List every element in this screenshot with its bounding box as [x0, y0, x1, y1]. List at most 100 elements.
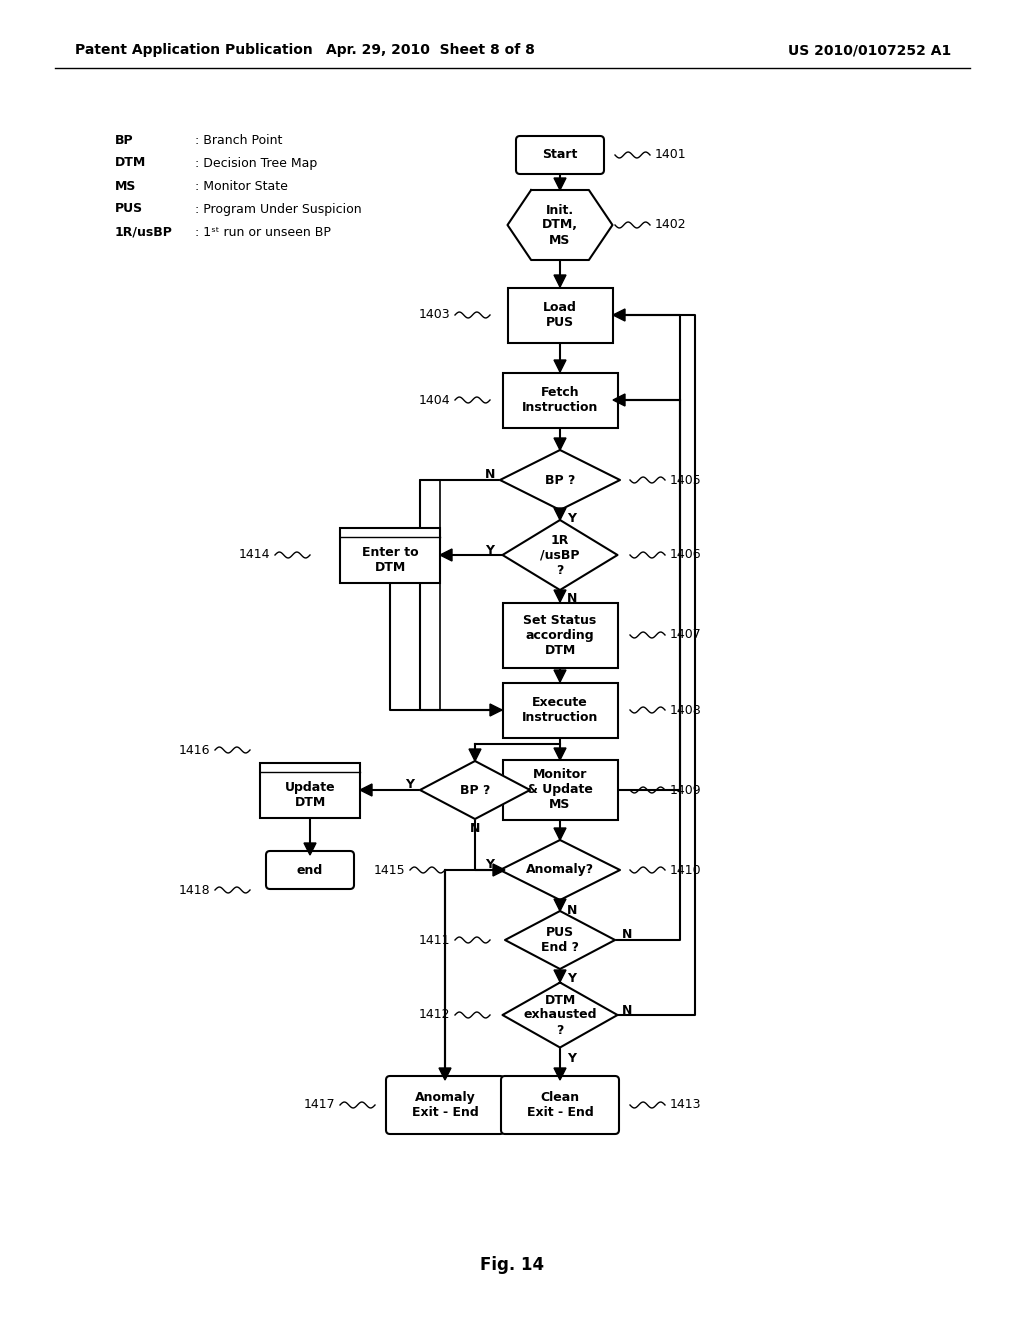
Text: : Branch Point: : Branch Point: [195, 133, 283, 147]
Text: 1415: 1415: [374, 863, 406, 876]
Text: N: N: [484, 469, 496, 482]
Polygon shape: [554, 671, 566, 682]
Text: Monitor
& Update
MS: Monitor & Update MS: [527, 768, 593, 812]
Text: Load
PUS: Load PUS: [543, 301, 577, 329]
Polygon shape: [554, 178, 566, 190]
Text: 1407: 1407: [670, 628, 701, 642]
Text: Init.
DTM,
MS: Init. DTM, MS: [542, 203, 578, 247]
Text: 1409: 1409: [670, 784, 701, 796]
Bar: [508, 288, 612, 342]
Text: N: N: [622, 1003, 632, 1016]
Text: DTM
exhausted
?: DTM exhausted ?: [523, 994, 597, 1036]
Bar: [420, 480, 440, 710]
Text: 1R
/usBP
?: 1R /usBP ?: [541, 533, 580, 577]
Text: 1416: 1416: [178, 743, 210, 756]
Text: DTM: DTM: [115, 157, 146, 169]
Text: 1410: 1410: [670, 863, 701, 876]
Polygon shape: [613, 393, 625, 407]
Polygon shape: [554, 828, 566, 840]
Text: : Monitor State: : Monitor State: [195, 180, 288, 193]
Bar: [503, 760, 617, 820]
Text: 1411: 1411: [419, 933, 450, 946]
Text: Fig. 14: Fig. 14: [480, 1257, 544, 1274]
Text: Execute
Instruction: Execute Instruction: [522, 696, 598, 723]
Text: : Program Under Suspicion: : Program Under Suspicion: [195, 202, 361, 215]
Text: 1404: 1404: [419, 393, 450, 407]
Text: : Decision Tree Map: : Decision Tree Map: [195, 157, 317, 169]
Text: PUS: PUS: [115, 202, 143, 215]
Polygon shape: [613, 309, 625, 321]
Text: 1R/usBP: 1R/usBP: [115, 226, 173, 239]
Text: BP ?: BP ?: [460, 784, 490, 796]
Bar: [503, 682, 617, 738]
Text: Y: Y: [485, 544, 495, 557]
Polygon shape: [490, 704, 502, 715]
Bar: [260, 763, 360, 817]
Polygon shape: [503, 982, 617, 1048]
Text: 1418: 1418: [178, 883, 210, 896]
FancyBboxPatch shape: [266, 851, 354, 888]
Polygon shape: [503, 520, 617, 590]
Polygon shape: [554, 899, 566, 911]
Polygon shape: [439, 1068, 451, 1080]
Polygon shape: [508, 190, 612, 260]
Text: Clean
Exit - End: Clean Exit - End: [526, 1092, 593, 1119]
Polygon shape: [554, 438, 566, 450]
Text: Y: Y: [567, 972, 577, 985]
Text: 1405: 1405: [670, 474, 701, 487]
Text: Y: Y: [567, 1052, 577, 1064]
Text: 1414: 1414: [239, 549, 270, 561]
Text: 1417: 1417: [303, 1098, 335, 1111]
Text: Anomaly
Exit - End: Anomaly Exit - End: [412, 1092, 478, 1119]
Text: N: N: [567, 593, 578, 606]
Polygon shape: [304, 843, 316, 855]
Text: Set Status
according
DTM: Set Status according DTM: [523, 614, 597, 656]
Text: end: end: [297, 863, 324, 876]
Bar: [340, 528, 440, 582]
Polygon shape: [554, 748, 566, 760]
Text: 1402: 1402: [655, 219, 687, 231]
Text: Update
DTM: Update DTM: [285, 781, 335, 809]
Text: Y: Y: [567, 511, 577, 524]
Text: US 2010/0107252 A1: US 2010/0107252 A1: [788, 44, 951, 57]
Bar: [503, 372, 617, 428]
Text: Y: Y: [406, 779, 415, 792]
Text: BP ?: BP ?: [545, 474, 575, 487]
Text: Start: Start: [543, 149, 578, 161]
Text: 1401: 1401: [655, 149, 687, 161]
Text: 1406: 1406: [670, 549, 701, 561]
Polygon shape: [420, 762, 530, 818]
Polygon shape: [500, 840, 620, 900]
Polygon shape: [554, 275, 566, 286]
Polygon shape: [440, 549, 452, 561]
Polygon shape: [500, 450, 620, 510]
Polygon shape: [554, 508, 566, 520]
Bar: [503, 602, 617, 668]
Polygon shape: [554, 970, 566, 982]
Polygon shape: [493, 865, 505, 876]
Polygon shape: [554, 360, 566, 372]
Text: N: N: [567, 903, 578, 916]
FancyBboxPatch shape: [516, 136, 604, 174]
Text: 1408: 1408: [670, 704, 701, 717]
Text: 1413: 1413: [670, 1098, 701, 1111]
Text: BP: BP: [115, 133, 133, 147]
Polygon shape: [554, 590, 566, 602]
Text: Y: Y: [485, 858, 495, 871]
Text: MS: MS: [115, 180, 136, 193]
Polygon shape: [360, 784, 372, 796]
Text: 1412: 1412: [419, 1008, 450, 1022]
FancyBboxPatch shape: [501, 1076, 618, 1134]
Polygon shape: [505, 911, 615, 969]
Text: Fetch
Instruction: Fetch Instruction: [522, 385, 598, 414]
Polygon shape: [554, 1068, 566, 1080]
Text: Apr. 29, 2010  Sheet 8 of 8: Apr. 29, 2010 Sheet 8 of 8: [326, 44, 535, 57]
Text: Patent Application Publication: Patent Application Publication: [75, 44, 312, 57]
Text: Enter to
DTM: Enter to DTM: [361, 546, 419, 574]
Text: N: N: [622, 928, 632, 941]
Text: N: N: [470, 821, 480, 834]
Text: : 1ˢᵗ run or unseen BP: : 1ˢᵗ run or unseen BP: [195, 226, 331, 239]
Text: PUS
End ?: PUS End ?: [541, 927, 579, 954]
FancyBboxPatch shape: [386, 1076, 504, 1134]
Polygon shape: [469, 748, 481, 762]
